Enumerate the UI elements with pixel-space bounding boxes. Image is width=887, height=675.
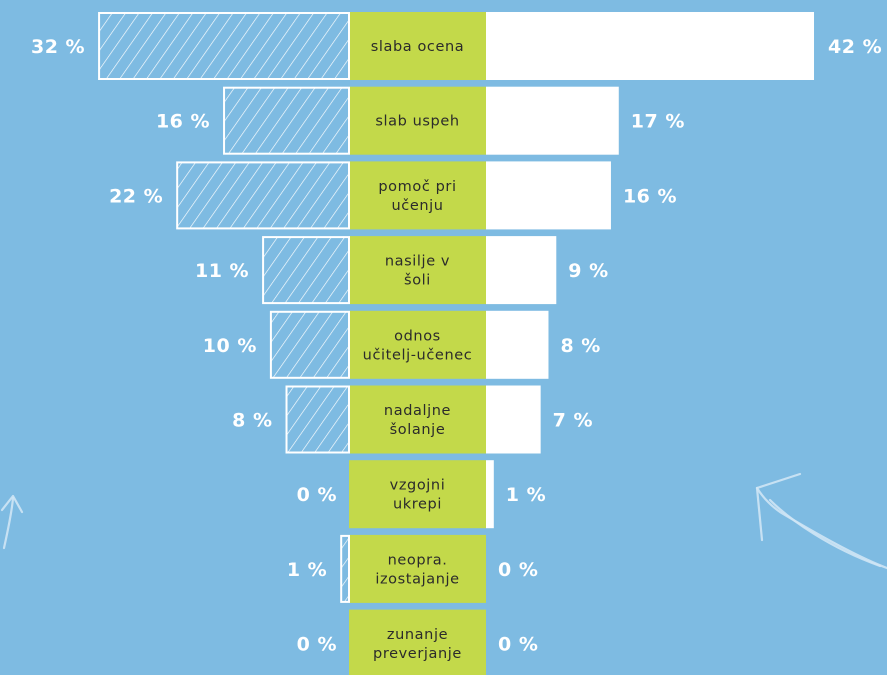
bar-right <box>486 236 557 305</box>
category-box <box>349 310 486 379</box>
row-4: odnos učitelj-učenec 10 % 8 % <box>203 310 600 379</box>
value-label-right: 7 % <box>553 410 593 432</box>
row-7: neopra. izostajanje 1 % 0 % <box>287 534 538 603</box>
row-2: pomoč pri učenju 22 % 16 % <box>109 161 677 230</box>
bar-right <box>486 12 815 80</box>
value-label-left: 16 % <box>156 111 210 133</box>
row-8: zunanje preverjanje 0 % 0 % <box>297 609 538 675</box>
value-label-left: 8 % <box>232 410 272 432</box>
category-label: vzgojni <box>390 478 446 494</box>
bar-right <box>486 161 611 230</box>
bar-right <box>486 310 549 379</box>
value-label-left: 0 % <box>297 634 337 656</box>
category-label: nasilje v <box>385 254 450 270</box>
chart-rows: slaba ocena 32 % 42 % slab uspeh 16 % 17 % pom… <box>31 12 882 675</box>
value-label-right: 42 % <box>828 36 882 58</box>
bar-left <box>98 12 350 80</box>
value-label-left: 10 % <box>203 335 257 357</box>
category-label: neopra. <box>388 552 448 568</box>
category-label: slab uspeh <box>375 114 459 130</box>
value-label-right: 8 % <box>560 335 600 357</box>
category-label: zunanje <box>387 627 448 643</box>
bar-left <box>285 385 350 454</box>
bar-right <box>486 385 541 454</box>
category-box <box>349 534 486 603</box>
arrow-doodle-left <box>0 494 24 550</box>
category-box <box>349 460 486 529</box>
row-6: vzgojni ukrepi 0 % 1 % <box>297 460 546 529</box>
row-5: nadaljne šolanje 8 % 7 % <box>232 385 593 454</box>
category-label: učitelj-učenec <box>363 347 473 363</box>
category-label: pomoč pri <box>378 179 456 195</box>
bar-right <box>486 86 619 155</box>
value-label-left: 0 % <box>297 484 337 506</box>
category-box <box>349 609 486 675</box>
category-box <box>349 161 486 230</box>
category-label: nadaljne <box>384 403 451 419</box>
category-label: šolanje <box>390 422 446 438</box>
category-label: učenju <box>391 198 443 214</box>
row-3: nasilje v šoli 11 % 9 % <box>195 236 608 305</box>
bar-right <box>486 460 494 529</box>
category-label: slaba ocena <box>371 39 465 55</box>
category-label: šoli <box>404 273 431 289</box>
value-label-left: 11 % <box>195 260 249 282</box>
category-label: izostajanje <box>375 571 459 587</box>
category-box <box>349 86 486 155</box>
category-label: ukrepi <box>393 497 442 513</box>
bar-left <box>269 310 350 379</box>
value-label-left: 22 % <box>109 185 163 207</box>
category-box <box>349 385 486 454</box>
value-label-left: 1 % <box>287 559 327 581</box>
bar-left <box>340 534 351 603</box>
value-label-right: 9 % <box>568 260 608 282</box>
category-box <box>349 12 486 80</box>
value-label-right: 16 % <box>623 185 677 207</box>
value-label-right: 1 % <box>506 484 546 506</box>
value-label-right: 0 % <box>498 634 538 656</box>
value-label-left: 32 % <box>31 36 85 58</box>
row-0: slaba ocena 32 % 42 % <box>31 12 882 80</box>
arrow-doodle-right <box>755 472 887 570</box>
category-label: preverjanje <box>373 646 462 662</box>
value-label-right: 17 % <box>631 111 685 133</box>
value-label-right: 0 % <box>498 559 538 581</box>
category-label: odnos <box>394 328 441 344</box>
bar-left <box>262 236 350 305</box>
row-1: slab uspeh 16 % 17 % <box>156 86 685 155</box>
category-box <box>349 236 486 305</box>
bar-left <box>176 161 350 230</box>
bar-left <box>223 86 350 155</box>
